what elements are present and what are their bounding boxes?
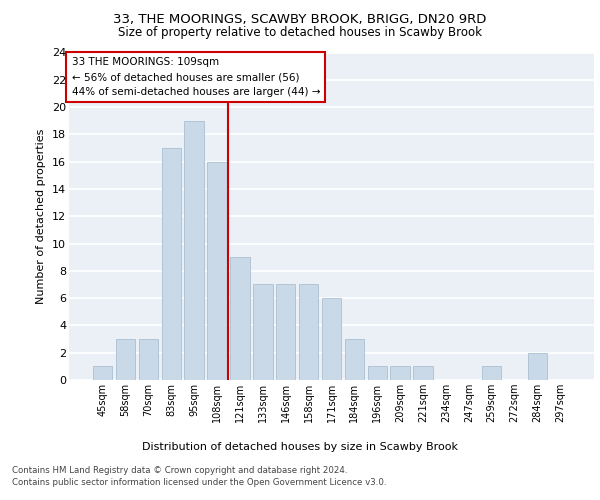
Bar (413, 366, 433, 380)
Bar (276, 284, 295, 380)
Bar (299, 284, 319, 380)
Bar (230, 257, 250, 380)
Text: 33, THE MOORINGS, SCAWBY BROOK, BRIGG, DN20 9RD: 33, THE MOORINGS, SCAWBY BROOK, BRIGG, D… (113, 12, 487, 26)
Text: 33 THE MOORINGS: 109sqm
← 56% of detached houses are smaller (56)
44% of semi-de: 33 THE MOORINGS: 109sqm ← 56% of detache… (71, 58, 320, 97)
Bar (482, 366, 502, 380)
Bar (368, 366, 387, 380)
Bar (322, 298, 341, 380)
Bar (344, 339, 364, 380)
Bar (139, 339, 158, 380)
Bar (184, 120, 204, 380)
Text: Distribution of detached houses by size in Scawby Brook: Distribution of detached houses by size … (142, 442, 458, 452)
Text: Contains public sector information licensed under the Open Government Licence v3: Contains public sector information licen… (12, 478, 386, 487)
Bar (161, 148, 181, 380)
Bar (391, 366, 410, 380)
Bar (208, 162, 227, 380)
Bar (253, 284, 272, 380)
Bar (116, 339, 135, 380)
Text: Contains HM Land Registry data © Crown copyright and database right 2024.: Contains HM Land Registry data © Crown c… (12, 466, 347, 475)
Text: Size of property relative to detached houses in Scawby Brook: Size of property relative to detached ho… (118, 26, 482, 39)
Bar (93, 366, 112, 380)
Y-axis label: Number of detached properties: Number of detached properties (37, 128, 46, 304)
Bar (528, 352, 547, 380)
